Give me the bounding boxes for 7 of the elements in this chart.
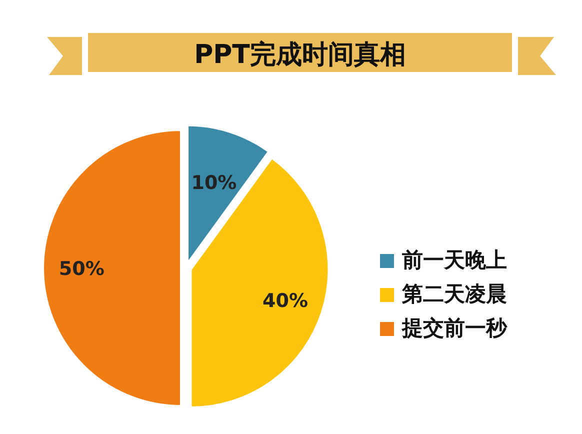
data-label: 40% [262,290,308,312]
legend-label: 提交前一秒 [401,316,508,340]
data-label: 50% [58,258,104,280]
legend-label: 前一天晚上 [401,248,507,272]
chart-title: PPT完成时间真相 [194,40,406,70]
data-label: 10% [191,172,237,194]
legend-label: 第二天凌晨 [401,282,507,306]
